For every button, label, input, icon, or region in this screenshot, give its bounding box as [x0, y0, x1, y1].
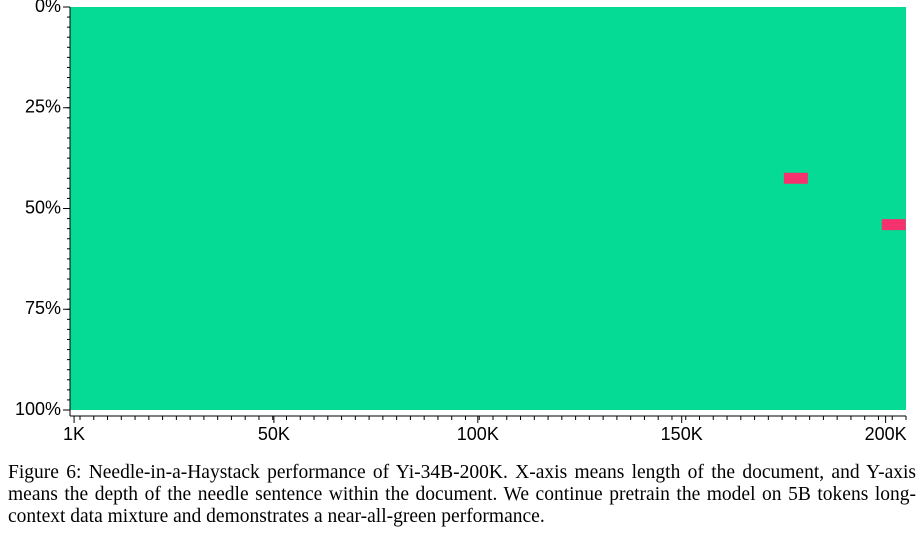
y-tick-label: 100% — [15, 399, 61, 419]
x-tick-label: 100K — [457, 424, 499, 444]
x-tick-label: 1K — [63, 424, 85, 444]
y-tick-label: 50% — [25, 197, 61, 217]
x-tick-label: 200K — [865, 424, 907, 444]
chart: 0% 25% 50% 75% 100%1K 50K 100K 150K 200K — [15, 0, 907, 444]
x-tick-label: 50K — [258, 424, 290, 444]
failure-cell — [783, 172, 808, 184]
caption: Figure 6: Needle-in-a-Haystack performan… — [8, 462, 916, 527]
y-tick-label: 25% — [25, 97, 61, 117]
y-tick-label: 0% — [35, 0, 61, 16]
heatmap-background — [70, 7, 906, 410]
failure-cell — [881, 219, 906, 231]
y-tick-label: 75% — [25, 298, 61, 318]
x-tick-label: 150K — [661, 424, 703, 444]
